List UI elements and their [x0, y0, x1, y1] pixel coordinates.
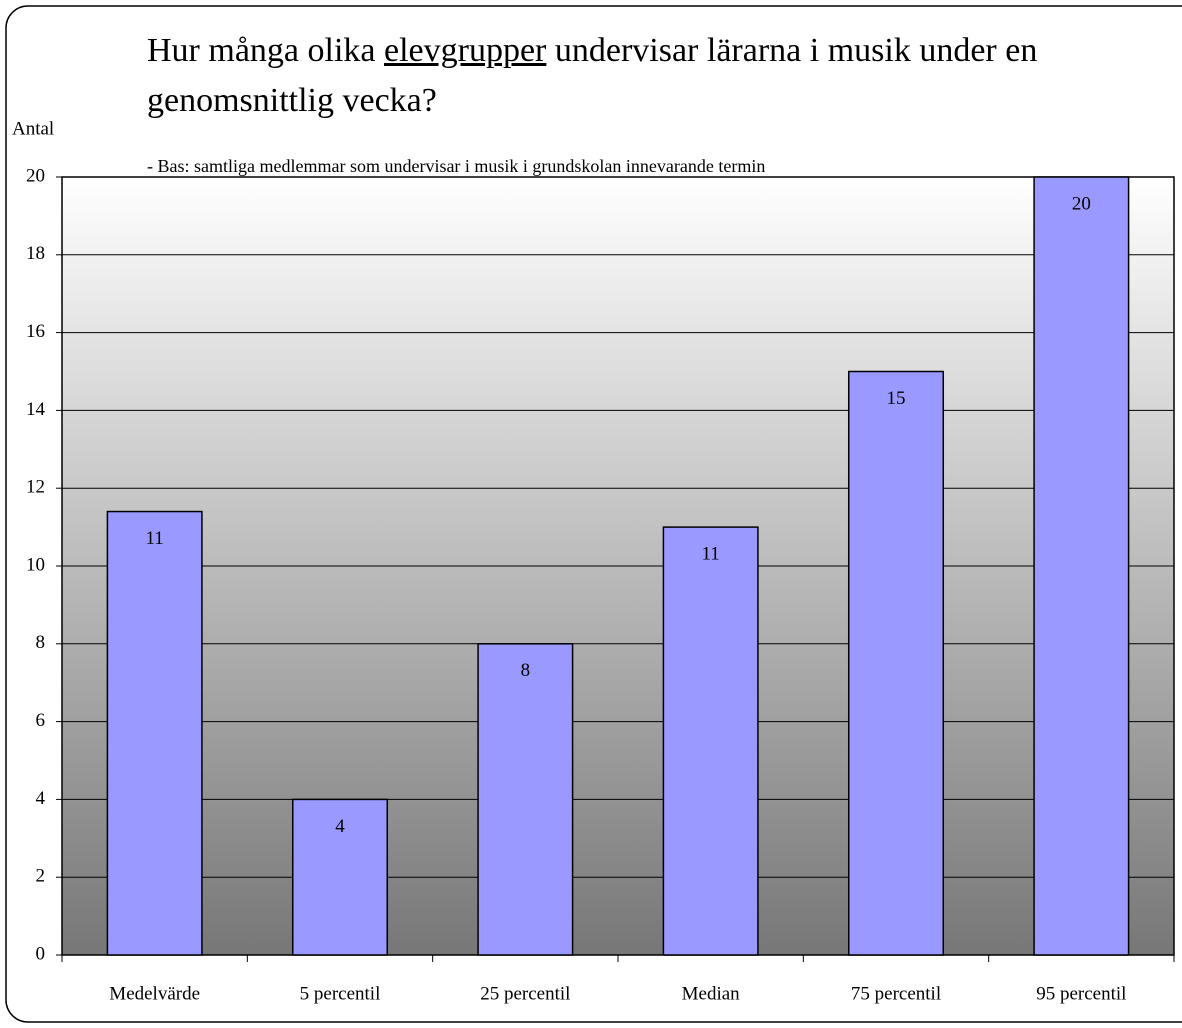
- chart-title: Hur många olika elevgrupper undervisar l…: [147, 26, 1122, 126]
- y-tick-label: 12: [26, 477, 45, 498]
- title-part: undervisar lärarna i musik under en geno…: [147, 32, 1038, 119]
- x-tick-label: 75 percentil: [851, 983, 941, 1004]
- title-part: elevgrupper: [384, 32, 547, 69]
- y-tick-label: 4: [36, 788, 46, 809]
- y-axis-label: Antal: [12, 118, 54, 139]
- bar: [477, 643, 574, 956]
- y-tick-label: 20: [26, 165, 45, 186]
- y-tick-label: 16: [26, 321, 45, 342]
- subtitle: - Bas: samtliga medlemmar som undervisar…: [147, 156, 765, 176]
- value-label: 15: [887, 388, 906, 409]
- value-label: 4: [335, 816, 345, 837]
- bar: [1033, 176, 1130, 956]
- frame: [5, 5, 1182, 1023]
- y-tick-label: 14: [26, 399, 46, 420]
- y-tick-label: 18: [26, 243, 45, 264]
- bar: [106, 510, 203, 956]
- y-tick-label: 6: [36, 710, 46, 731]
- title-part: Hur många olika: [147, 32, 376, 69]
- y-tick-label: 2: [36, 866, 46, 887]
- y-tick-label: 8: [36, 632, 46, 653]
- x-tick-label: Median: [682, 983, 741, 1004]
- x-tick-label: Medelvärde: [109, 983, 200, 1004]
- value-label: 11: [702, 543, 720, 564]
- value-label: 8: [521, 660, 531, 681]
- x-tick-label: 5 percentil: [300, 983, 381, 1004]
- x-tick-label: 25 percentil: [480, 983, 570, 1004]
- bar: [662, 526, 759, 956]
- value-label: 11: [146, 528, 164, 549]
- x-tick-label: 95 percentil: [1036, 983, 1126, 1004]
- bar: [847, 370, 945, 956]
- value-label: 20: [1072, 193, 1091, 214]
- y-tick-label: 0: [36, 943, 46, 964]
- bar: [291, 798, 389, 956]
- y-tick-label: 10: [26, 554, 45, 575]
